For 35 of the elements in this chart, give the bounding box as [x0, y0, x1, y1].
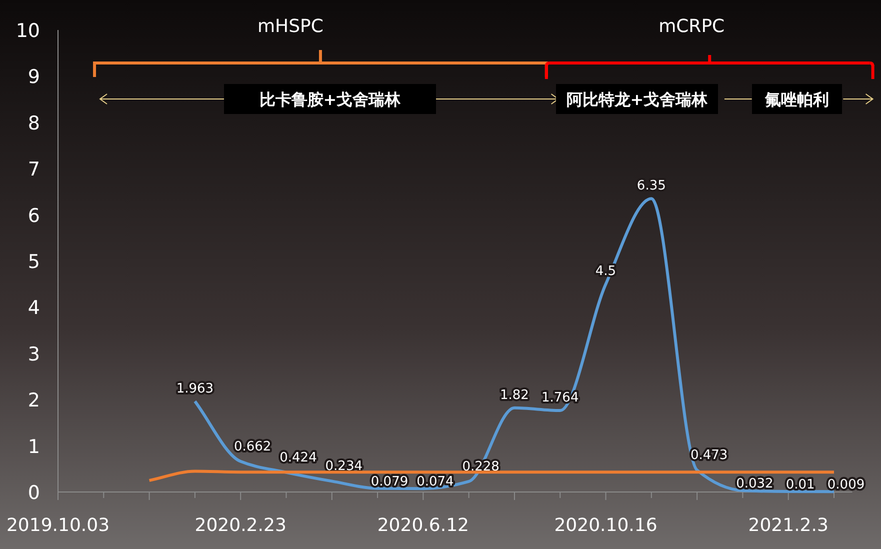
treatment-label-box: 氟唑帕利	[752, 84, 842, 114]
y-tick-label: 6	[28, 204, 40, 227]
data-label: 0.079	[370, 474, 408, 490]
annotation: 比卡鲁胺+戈舍瑞林	[259, 90, 402, 109]
y-tick-label: 10	[16, 20, 40, 42]
y-tick-label: 4	[28, 297, 40, 320]
y-tick-label: 3	[28, 343, 40, 366]
x-tick-label: 2020.10.16	[554, 515, 658, 536]
y-tick-label: 5	[28, 251, 40, 273]
y-tick-label: 8	[28, 112, 40, 134]
annotation: 阿比特龙+戈舍瑞林	[566, 90, 709, 109]
data-label: 1.82	[500, 388, 529, 403]
y-tick-label: 2	[28, 390, 40, 412]
x-tick-label: 2020.2.23	[194, 515, 286, 536]
x-tick-label: 2020.6.12	[377, 515, 469, 536]
y-tick-label: 1	[28, 436, 40, 458]
data-label: 0.662	[234, 439, 272, 454]
y-tick-label: 7	[28, 158, 40, 181]
x-tick-label: 2021.2.3	[748, 515, 828, 536]
data-label: 0.032	[736, 476, 774, 492]
y-tick-label: 9	[28, 66, 40, 88]
data-label: 0.009	[827, 478, 865, 493]
data-label: 0.074	[416, 474, 454, 490]
treatment-label-box: 比卡鲁胺+戈舍瑞林	[224, 84, 436, 114]
x-tick-label: 2019.10.03	[6, 515, 110, 536]
data-label: 0.234	[325, 459, 362, 474]
data-label: 0.424	[280, 450, 317, 466]
data-label: 0.01	[786, 478, 815, 493]
y-tick-label: 0	[28, 482, 40, 504]
treatment-label-box: 阿比特龙+戈舍瑞林	[556, 84, 718, 114]
data-label: 6.35	[636, 178, 666, 194]
annotation: 氟唑帕利	[764, 90, 829, 109]
annotation: mCRPC	[658, 16, 725, 37]
data-label: 1.963	[176, 381, 214, 396]
annotation: mHSPC	[258, 16, 324, 37]
